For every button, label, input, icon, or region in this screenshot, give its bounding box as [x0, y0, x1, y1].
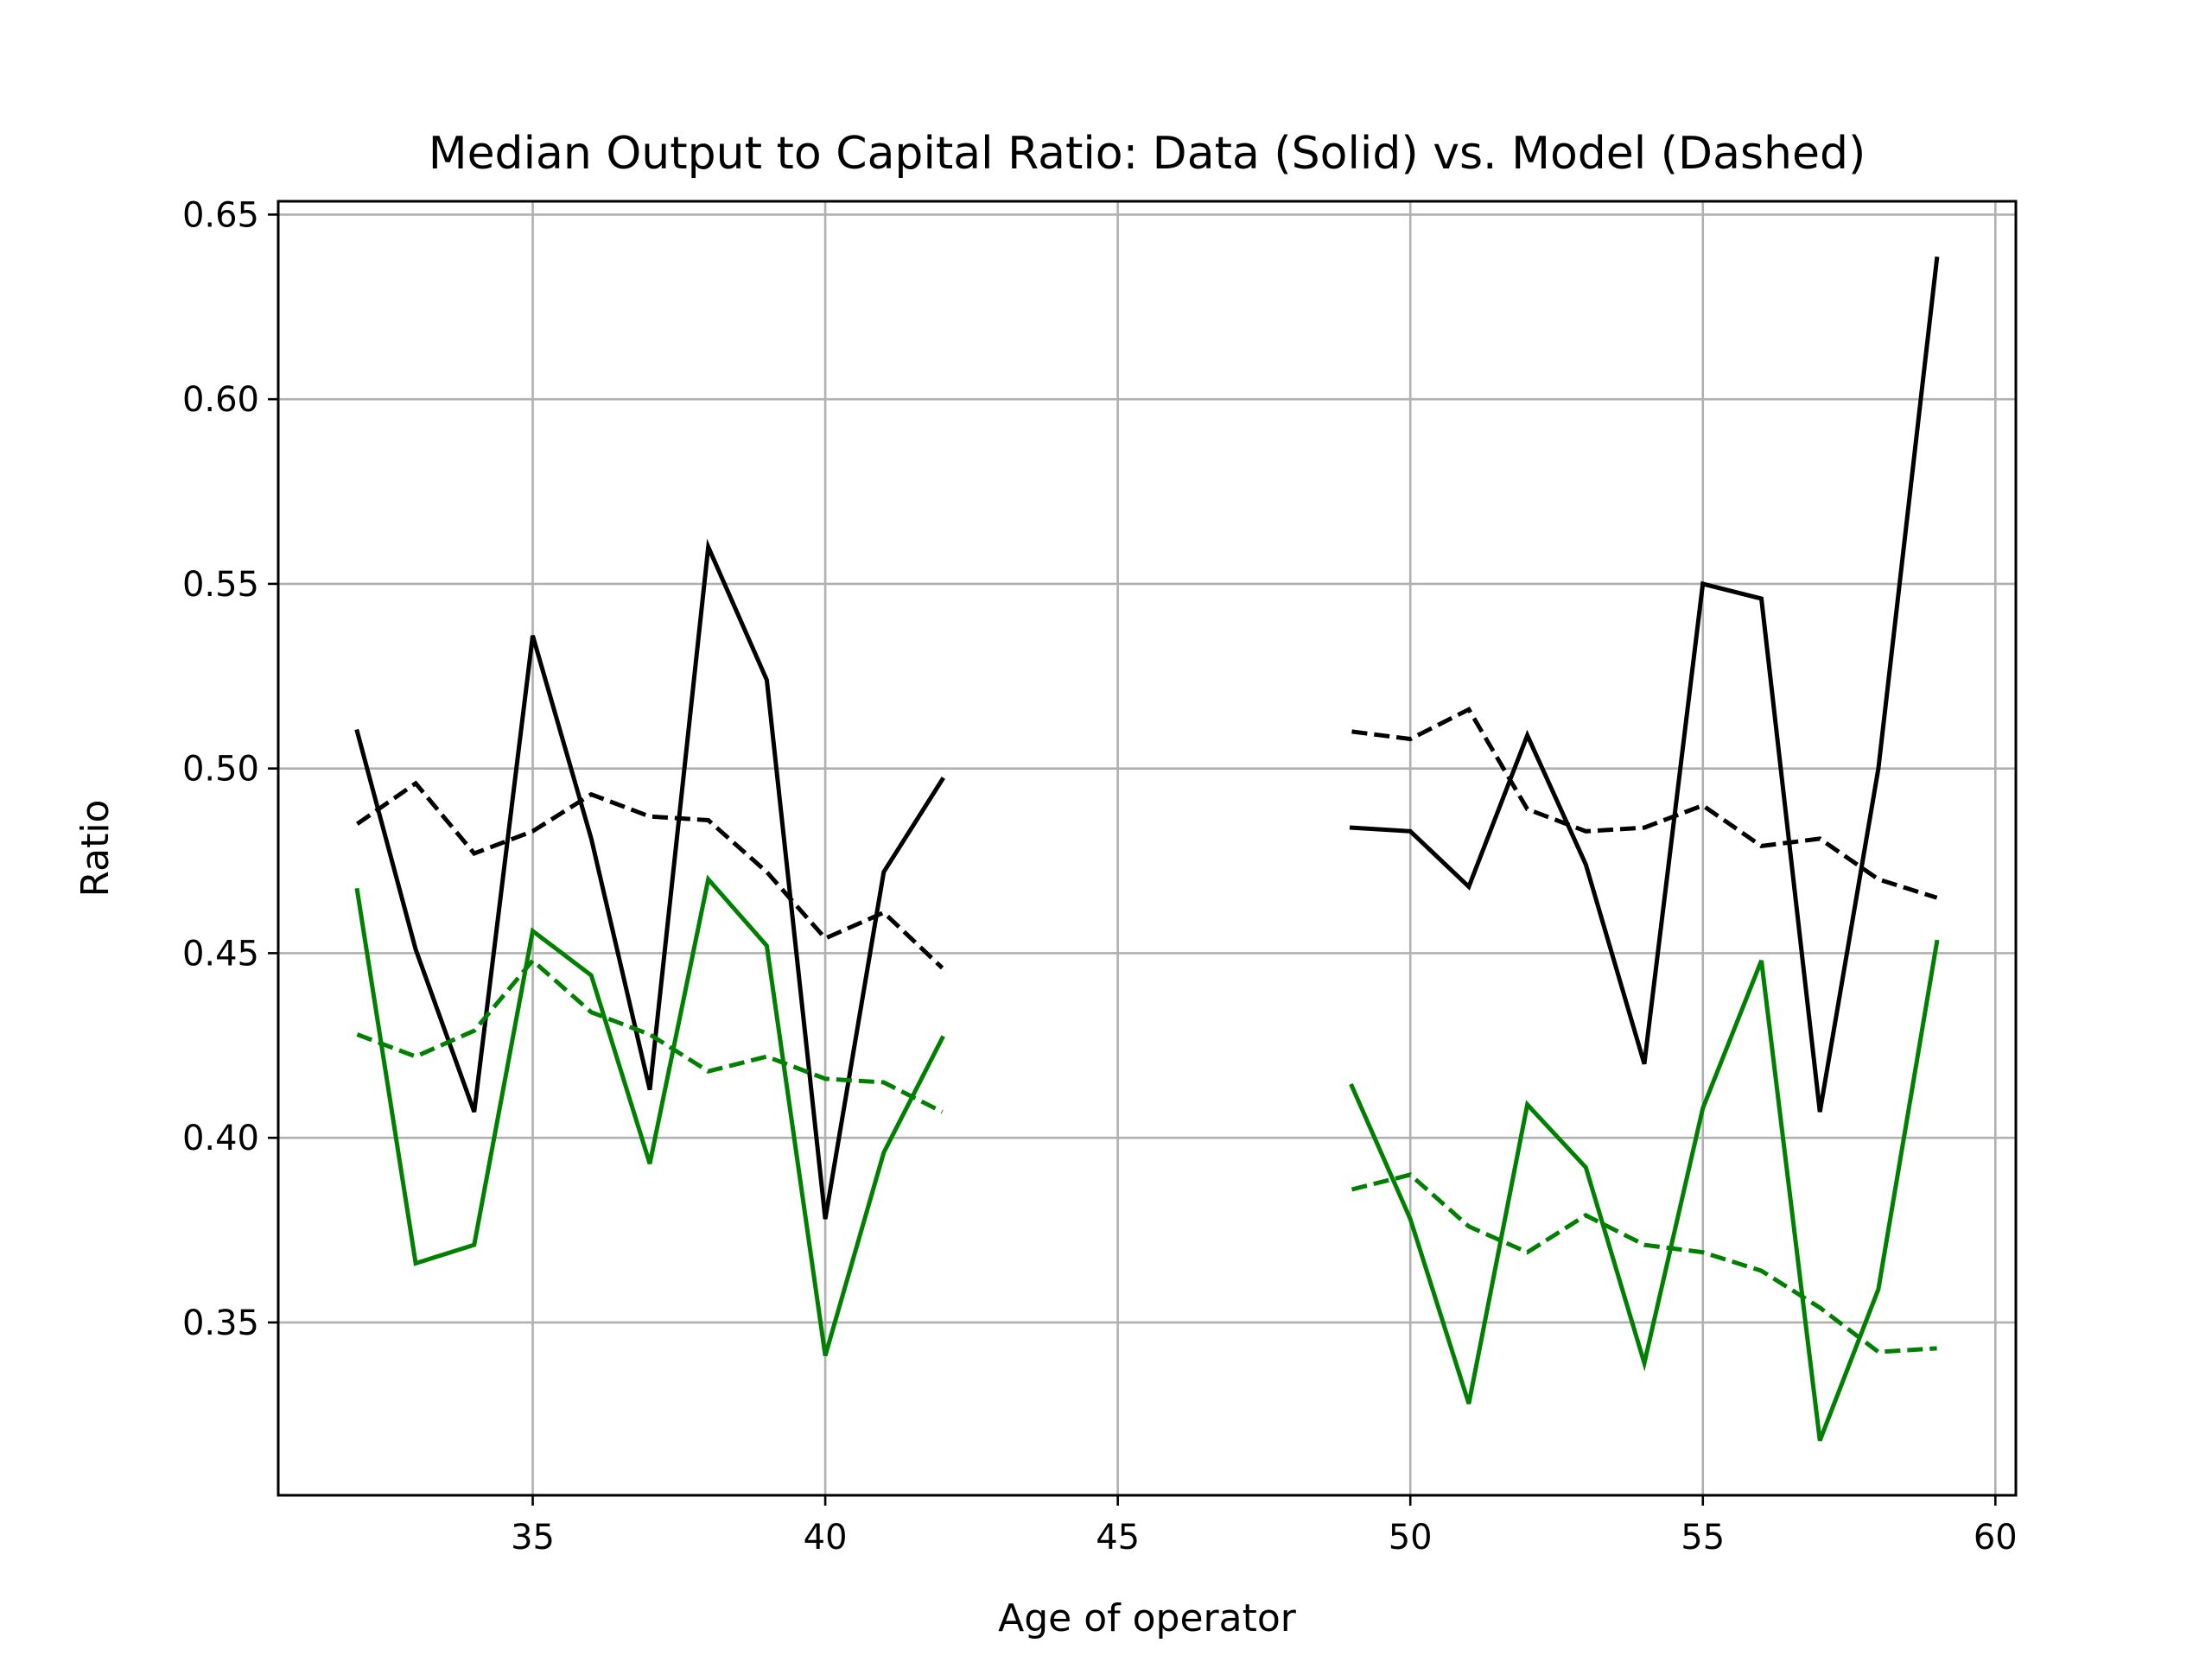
x-tick-label: 50	[1389, 1518, 1433, 1557]
plot-area-frame	[276, 200, 2018, 1497]
y-axis-label: Ratio	[73, 800, 118, 898]
y-tick-label: 0.50	[182, 750, 259, 790]
series-segment	[1349, 256, 1940, 1113]
series-lines	[354, 256, 1940, 1442]
series-0-solid-line	[354, 256, 1940, 1220]
y-tick-label: 0.35	[182, 1304, 259, 1343]
x-tick-label: 55	[1681, 1518, 1725, 1557]
x-tick-label: 40	[804, 1518, 848, 1557]
grid-lines	[278, 201, 2016, 1495]
chart-title: Median Output to Capital Ratio: Data (So…	[429, 128, 1866, 180]
series-segment	[1349, 939, 1940, 1442]
series-segment	[1351, 1172, 1937, 1354]
x-axis-label: Age of operator	[998, 1596, 1297, 1640]
x-tick-label: 45	[1096, 1518, 1140, 1557]
x-tick-label: 35	[511, 1518, 555, 1557]
y-tick-label: 0.55	[182, 565, 259, 605]
series-1-dashed-line	[355, 707, 1938, 970]
series-segment	[356, 957, 944, 1114]
y-tick-label: 0.45	[182, 934, 259, 974]
y-tick-label: 0.60	[182, 380, 259, 420]
series-segment	[354, 874, 945, 1357]
series-3-dashed-line	[356, 957, 1937, 1354]
y-tick-label: 0.65	[182, 195, 259, 235]
y-tick-label: 0.40	[182, 1119, 259, 1158]
series-2-solid-line	[354, 874, 1940, 1442]
series-segment	[1351, 707, 1938, 900]
axis-ticks: 35 40 45 50 55 60 0.35 0.40 0.45 0.50 0.55 0.60 0.65	[182, 195, 2018, 1557]
series-segment	[354, 538, 945, 1220]
x-tick-label: 60	[1974, 1518, 2018, 1557]
